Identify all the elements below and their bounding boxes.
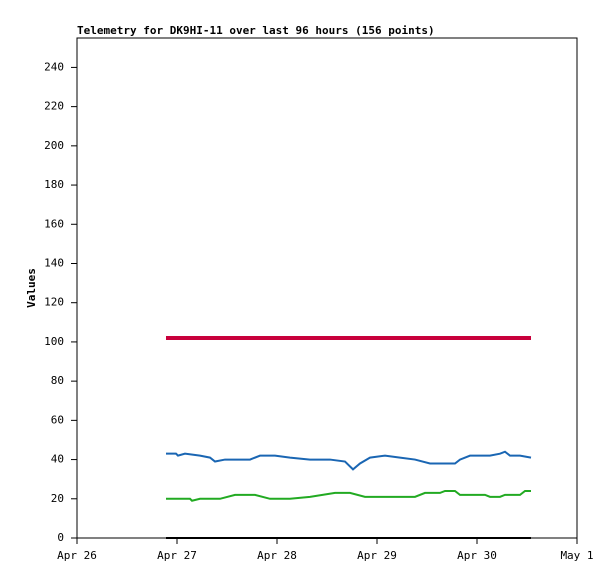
y-tick-label: 0 xyxy=(57,531,64,544)
x-tick-label: Apr 30 xyxy=(457,549,497,562)
y-tick-label: 200 xyxy=(44,139,64,152)
y-tick-label: 240 xyxy=(44,60,64,73)
x-tick-label: Apr 28 xyxy=(257,549,297,562)
plot-frame xyxy=(76,37,578,539)
y-tick-label: 20 xyxy=(51,492,64,505)
y-tick-label: 180 xyxy=(44,178,64,191)
chart-title: Telemetry for DK9HI-11 over last 96 hour… xyxy=(77,24,435,37)
x-tick-label: Apr 29 xyxy=(357,549,397,562)
x-tick-label: May 1 xyxy=(560,549,593,562)
x-tick-label: Apr 26 xyxy=(57,549,97,562)
y-tick-label: 80 xyxy=(51,374,64,387)
y-tick-label: 120 xyxy=(44,296,64,309)
y-tick-label: 40 xyxy=(51,453,64,466)
y-tick-label: 100 xyxy=(44,335,64,348)
y-tick-label: 160 xyxy=(44,217,64,230)
series-line xyxy=(166,489,531,502)
y-axis-label: Values xyxy=(25,268,38,308)
y-tick-label: 140 xyxy=(44,256,64,269)
series-line xyxy=(166,450,532,471)
y-tick-label: 60 xyxy=(51,413,64,426)
x-tick-label: Apr 27 xyxy=(157,549,197,562)
y-tick-label: 220 xyxy=(44,100,64,113)
